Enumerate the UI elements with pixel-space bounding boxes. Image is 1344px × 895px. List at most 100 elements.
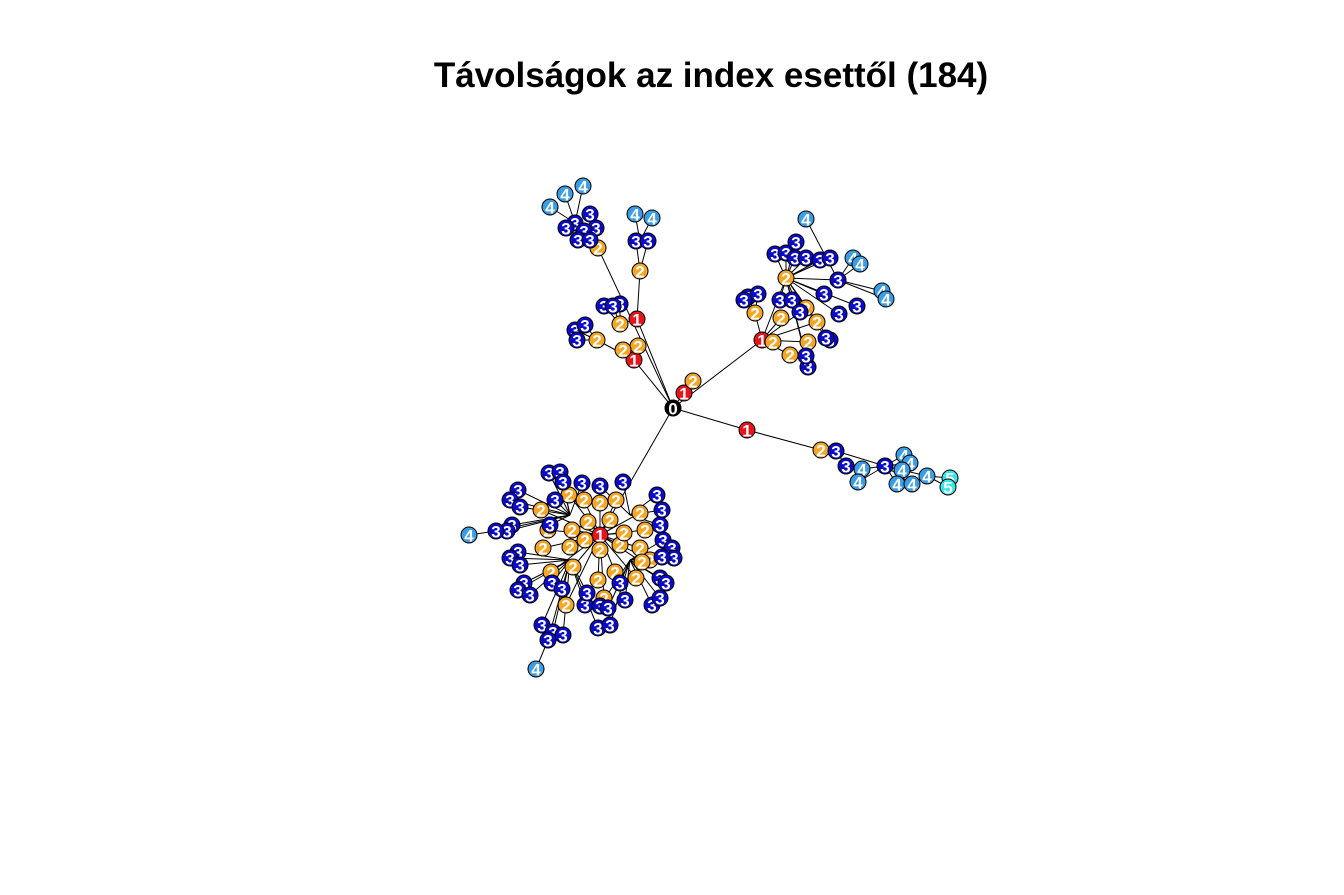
node-label: 4	[905, 455, 915, 474]
node-label: 3	[620, 592, 629, 611]
graph-edge	[597, 247, 674, 409]
node-circle	[611, 315, 629, 333]
node-circle	[636, 521, 654, 539]
node-circle	[639, 232, 657, 250]
node-label: 3	[605, 617, 614, 636]
node-label: 2	[785, 347, 794, 366]
graph-node-distance-1: 1	[675, 384, 693, 404]
node-label: 3	[550, 492, 559, 511]
node-label: 4	[560, 186, 570, 205]
node-label: 2	[561, 597, 570, 616]
node-circle	[653, 548, 671, 566]
node-label: 3	[577, 475, 586, 494]
graph-node-distance-2: 2	[557, 596, 575, 616]
node-circle	[851, 255, 869, 273]
node-label: 4	[630, 206, 640, 225]
node-label: 3	[557, 581, 566, 600]
graph-edge	[633, 359, 674, 409]
graph-node-distance-3: 3	[749, 285, 767, 305]
node-circle	[830, 305, 848, 323]
node-circle	[511, 556, 529, 574]
node-label: 2	[564, 487, 573, 506]
node-circle	[821, 249, 839, 267]
node-label: 1	[679, 385, 688, 404]
node-circle	[903, 475, 921, 493]
node-label: 4	[922, 468, 932, 487]
node-circle	[797, 210, 815, 228]
node-label: 3	[548, 624, 557, 643]
node-circle	[588, 331, 606, 349]
graph-node-distance-3: 3	[821, 249, 839, 269]
node-label: 3	[880, 458, 889, 477]
node-label: 3	[657, 502, 666, 521]
node-label: 1	[757, 332, 766, 351]
graph-node-distance-2: 2	[633, 553, 651, 573]
graph-edge	[835, 450, 886, 467]
node-circle	[738, 421, 756, 439]
node-label: 3	[491, 523, 500, 542]
node-label: 3	[825, 250, 834, 269]
node-circle	[557, 596, 575, 614]
graph-edge	[746, 429, 822, 451]
node-label: 3	[658, 532, 667, 551]
node-circle	[601, 616, 619, 634]
node-label: 3	[585, 206, 594, 225]
node-label: 3	[833, 272, 842, 291]
node-circle	[581, 231, 599, 249]
node-label: 2	[583, 514, 592, 533]
graph-edge	[785, 277, 840, 315]
node-label: 3	[669, 550, 678, 569]
node-circle	[615, 524, 633, 542]
graph-node-distance-2: 2	[629, 337, 647, 357]
node-label: 2	[538, 540, 547, 559]
node-circle	[614, 473, 632, 491]
graph-node-distance-2: 2	[591, 541, 609, 561]
node-circle	[627, 569, 645, 587]
graph-edge	[785, 277, 839, 281]
graph-node-distance-2: 2	[781, 346, 799, 366]
graph-node-distance-2: 2	[575, 491, 593, 511]
graph-node-distance-3: 3	[553, 580, 571, 600]
node-circle	[460, 526, 478, 544]
node-circle	[783, 291, 801, 309]
node-label: 2	[812, 314, 821, 333]
node-label: 2	[579, 492, 588, 511]
node-label: 3	[775, 292, 784, 311]
node-label: 3	[652, 487, 661, 506]
node-circle	[591, 541, 609, 559]
graph-node-distance-3: 3	[639, 232, 657, 252]
graph-node-distance-3: 3	[817, 329, 835, 349]
node-circle	[554, 626, 572, 644]
node-label: 3	[615, 575, 624, 594]
node-label: 3	[505, 550, 514, 569]
graph-node-distance-2: 2	[534, 539, 552, 559]
node-label: 3	[591, 220, 600, 239]
node-label: 3	[595, 478, 604, 497]
node-label: 1	[742, 422, 751, 441]
graph-node-distance-3: 3	[653, 548, 671, 568]
node-circle	[604, 297, 622, 315]
node-label: 2	[619, 525, 628, 544]
node-label: 3	[831, 443, 840, 462]
chart-title: Távolságok az index esettől (184)	[433, 56, 989, 95]
node-label: 2	[688, 373, 697, 392]
node-label: 3	[502, 523, 511, 542]
node-circle	[532, 501, 550, 519]
node-circle	[575, 491, 593, 509]
node-label: 3	[572, 332, 581, 351]
node-label: 3	[852, 298, 861, 317]
graph-node-distance-1: 1	[628, 310, 646, 330]
graph-node-distance-2: 2	[614, 341, 632, 361]
node-label: 3	[544, 465, 553, 484]
node-circle	[564, 558, 582, 576]
node-circle	[817, 329, 835, 347]
node-label: 2	[615, 316, 624, 335]
graph-node-distance-2: 2	[812, 441, 830, 461]
node-label: 3	[580, 597, 589, 616]
node-label: 4	[801, 211, 811, 230]
graph-node-distance-2: 2	[588, 331, 606, 351]
node-circle	[837, 457, 855, 475]
node-circle	[939, 478, 957, 496]
node-circle	[589, 571, 607, 589]
graph-node-distance-3: 3	[521, 586, 539, 606]
